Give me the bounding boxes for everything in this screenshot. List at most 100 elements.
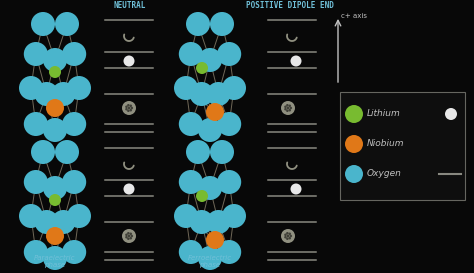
Text: NEUTRAL: NEUTRAL xyxy=(114,1,146,10)
FancyBboxPatch shape xyxy=(340,92,465,200)
Circle shape xyxy=(127,232,130,235)
Circle shape xyxy=(287,107,289,109)
Circle shape xyxy=(125,105,128,108)
Circle shape xyxy=(127,238,130,240)
Circle shape xyxy=(31,140,55,164)
Circle shape xyxy=(190,210,214,234)
Circle shape xyxy=(19,76,43,100)
Circle shape xyxy=(217,170,241,194)
Circle shape xyxy=(43,246,67,270)
Circle shape xyxy=(291,55,301,67)
Text: Paraelectric
phase: Paraelectric phase xyxy=(34,255,76,268)
Circle shape xyxy=(24,170,48,194)
Circle shape xyxy=(289,237,291,239)
Circle shape xyxy=(287,235,289,237)
Circle shape xyxy=(35,82,59,106)
Circle shape xyxy=(450,143,452,145)
Circle shape xyxy=(130,235,133,237)
Circle shape xyxy=(222,204,246,228)
Circle shape xyxy=(43,118,67,142)
Circle shape xyxy=(186,12,210,36)
Circle shape xyxy=(49,194,61,206)
Circle shape xyxy=(122,229,136,243)
Circle shape xyxy=(206,103,224,121)
Circle shape xyxy=(222,76,246,100)
Circle shape xyxy=(286,109,289,112)
Circle shape xyxy=(67,76,91,100)
Circle shape xyxy=(127,104,130,106)
Circle shape xyxy=(24,42,48,66)
Circle shape xyxy=(291,183,301,194)
Circle shape xyxy=(284,236,287,239)
Circle shape xyxy=(198,118,222,142)
Text: Ferroelectric
phase: Ferroelectric phase xyxy=(188,255,232,268)
Circle shape xyxy=(217,42,241,66)
Circle shape xyxy=(49,66,61,78)
Circle shape xyxy=(284,108,287,111)
Circle shape xyxy=(55,140,79,164)
Circle shape xyxy=(174,204,198,228)
Circle shape xyxy=(125,108,128,111)
Circle shape xyxy=(198,48,222,72)
Circle shape xyxy=(24,240,48,264)
Circle shape xyxy=(130,107,133,109)
Circle shape xyxy=(449,140,452,143)
Circle shape xyxy=(125,236,128,239)
Circle shape xyxy=(46,227,64,245)
Circle shape xyxy=(445,108,457,120)
Text: Oxygen: Oxygen xyxy=(367,170,402,179)
Circle shape xyxy=(67,204,91,228)
Circle shape xyxy=(179,42,203,66)
Circle shape xyxy=(290,107,292,109)
Circle shape xyxy=(24,112,48,136)
Circle shape xyxy=(206,82,230,106)
Circle shape xyxy=(122,101,136,115)
Circle shape xyxy=(286,232,289,235)
Circle shape xyxy=(453,143,455,145)
Circle shape xyxy=(19,204,43,228)
Circle shape xyxy=(217,112,241,136)
Text: Niobium: Niobium xyxy=(367,140,404,149)
Circle shape xyxy=(128,235,130,237)
Circle shape xyxy=(444,137,458,151)
Circle shape xyxy=(190,82,214,106)
Circle shape xyxy=(281,101,295,115)
Text: Lithium: Lithium xyxy=(367,109,401,118)
Circle shape xyxy=(449,146,452,148)
Text: c+ axis: c+ axis xyxy=(341,13,367,19)
Circle shape xyxy=(345,165,363,183)
Circle shape xyxy=(447,141,450,144)
Circle shape xyxy=(124,55,135,67)
Circle shape xyxy=(127,109,130,112)
Circle shape xyxy=(179,112,203,136)
Circle shape xyxy=(345,135,363,153)
Circle shape xyxy=(62,170,86,194)
Circle shape xyxy=(31,12,55,36)
Circle shape xyxy=(284,233,287,236)
Circle shape xyxy=(289,233,291,235)
Circle shape xyxy=(206,231,224,249)
Circle shape xyxy=(129,237,132,239)
Circle shape xyxy=(125,233,128,236)
Circle shape xyxy=(206,210,230,234)
Circle shape xyxy=(62,240,86,264)
Circle shape xyxy=(447,144,450,147)
Circle shape xyxy=(451,141,454,143)
Circle shape xyxy=(198,246,222,270)
Circle shape xyxy=(290,235,292,237)
Circle shape xyxy=(286,104,289,106)
Circle shape xyxy=(128,107,130,109)
Circle shape xyxy=(35,210,59,234)
Circle shape xyxy=(62,112,86,136)
Circle shape xyxy=(210,12,234,36)
Circle shape xyxy=(129,233,132,235)
Circle shape xyxy=(46,99,64,117)
Circle shape xyxy=(51,82,75,106)
Circle shape xyxy=(174,76,198,100)
Circle shape xyxy=(43,48,67,72)
Circle shape xyxy=(196,62,208,74)
Circle shape xyxy=(289,109,291,111)
Circle shape xyxy=(217,240,241,264)
Circle shape xyxy=(124,183,135,194)
Circle shape xyxy=(55,12,79,36)
